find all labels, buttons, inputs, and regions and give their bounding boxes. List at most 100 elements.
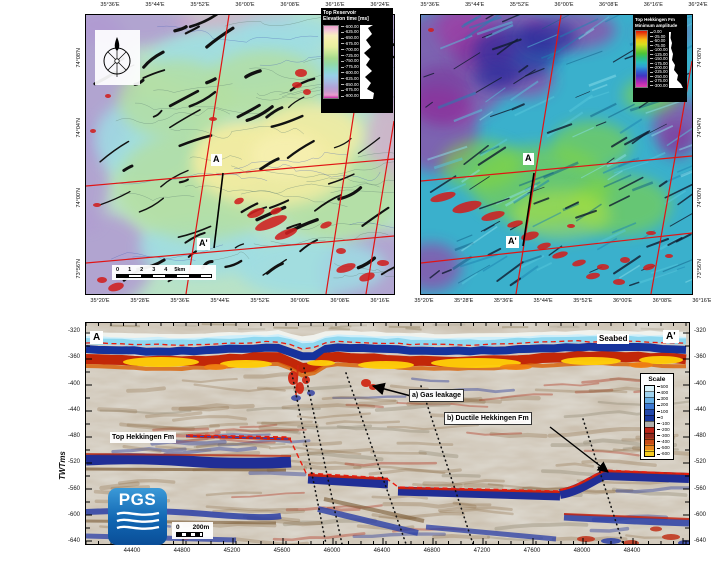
colorbar-tick-label: -650.00 [341,35,359,40]
scalebar-unit: 5km [174,267,186,273]
ductile-hekkingen-label: b) Ductile Hekkingen Fm [444,412,532,426]
scale-tick-label: 500 [657,384,670,390]
colorbar-tick-label: 0.00 [650,30,668,34]
pgs-logo: PGS [108,488,167,545]
latitude-label: 74°00'N [76,188,82,208]
colorbar-tick-label: -300.00 [650,83,668,88]
twt-tick-label: -400 [694,380,707,387]
map-left-bottom-axis: 35°20'E 35°28'E 35°36'E 35°44'E 35°52'E 36°00… [86,298,394,304]
colorbar-tick-label: -750.00 [341,59,359,63]
longitude-label: 36°08'E [599,2,619,8]
colorbar-tick-label: -775.00 [341,64,359,69]
amplitude-colorbar: Top Hekkingen Fm Minimum amplitude 0.00-… [633,15,687,102]
elevation-map-canvas [86,15,394,294]
longitude-label: 36°16'E [370,298,390,304]
seismic-section-panel [85,322,690,545]
meter-scalebar: 0 200m [172,522,214,539]
colorbar-tick-label: -850.00 [341,82,359,87]
scale-tick-label: -500 [657,446,670,451]
trace-tick-label: 45200 [223,548,241,554]
gas-leakage-label: a) Gas leakage [409,389,465,403]
twt-axis-title: TWTms [58,451,67,480]
longitude-label: 35°44'E [210,298,230,304]
map-right-top-axis: 35°36'E 35°44'E 35°52'E 36°00'E 36°08'E 36°16… [416,2,711,8]
twt-tick-label: -400 [67,380,80,387]
longitude-label: 35°52'E [250,298,270,304]
twt-tick-label: -640 [694,538,707,544]
longitude-label: 36°00'E [290,298,310,304]
twt-axis-right: -320 -360 -400 -440 -480 -520 -560 -600 -640 [694,328,711,544]
scalebar-bar [176,532,203,537]
longitude-label: 36°08'E [652,298,672,304]
longitude-label: 35°20'E [90,298,110,304]
longitude-label: 36°16'E [325,2,345,8]
map-right-bottom-axis: 35°20'E 35°28'E 35°36'E 35°44'E 35°52'E 36°00… [410,298,711,304]
longitude-label: 36°16'E [692,298,711,304]
trace-axis: 44400 44800 45200 45600 46000 46400 46800 47200… [117,548,647,554]
longitude-label: 36°16'E [643,2,663,8]
longitude-label: 35°44'E [465,2,485,8]
section-line-label-a: A [523,153,534,165]
longitude-label: 35°52'E [573,298,593,304]
twt-tick-label: -320 [694,328,707,334]
section-line-label-a-prime: A' [506,236,519,248]
north-arrow-compass [95,30,140,85]
longitude-label: 36°00'E [554,2,574,8]
latitude-label: 74°04'N [697,118,703,138]
colorbar-subtitle: Elevation time [ms] [323,16,369,23]
amplitude-scale-legend: Scale 500 400 300 200 100 0 -100 -200 -300 -400 -5… [640,373,674,460]
longitude-label: 35°28'E [454,298,474,304]
longitude-label: 35°44'E [145,2,165,8]
longitude-label: 35°28'E [130,298,150,304]
scalebar-zero: 0 [176,524,180,531]
scalebar-number: 0 [116,267,120,273]
twt-tick-label: -600 [694,511,707,518]
trace-tick-label: 48400 [623,548,641,554]
twt-tick-label: -360 [694,354,707,361]
colorbar-tick-label: -700.00 [341,47,359,52]
latitude-label: 74°08'N [697,48,703,68]
elevation-colorbar: Top Reservoir Elevation time [ms] -600.0… [321,8,393,113]
colorbar-tick-label: -225.00 [650,70,668,74]
colorbar-title: Top Reservoir [323,10,357,16]
colorbar-gradient [635,30,648,89]
longitude-label: 35°36'E [100,2,120,8]
scale-tick-label: 400 [657,391,670,396]
colorbar-tick-label: -625.00 [341,30,359,34]
twt-tick-label: -560 [67,485,80,492]
scalebar-end: 200m [192,524,210,531]
compass-icon [103,37,131,77]
twt-tick-label: -480 [67,433,80,439]
section-end-label: A' [663,330,679,343]
twt-tick-label: -320 [67,328,80,334]
map-right-lat-axis: 74°08'N 74°04'N 74°00'N 73°56'N [695,48,705,278]
twt-tick-label: -560 [694,485,707,492]
twt-tick-label: -480 [694,433,707,439]
twt-tick-label: -640 [67,538,80,544]
longitude-label: 36°08'E [280,2,300,8]
longitude-label: 36°00'E [612,298,633,304]
scalebar-number: 1 [128,267,132,273]
scale-tick-label: -200 [657,427,670,433]
pgs-logo-text: PGS [118,490,157,509]
colorbar-subtitle: Minimum amplitude [635,22,678,28]
scalebar-bar [116,274,212,278]
latitude-label: 74°04'N [76,118,82,138]
scale-tick-label: -100 [657,421,670,427]
trace-tick-label: 46000 [323,548,341,554]
trace-tick-label: 47600 [523,548,541,554]
colorbar-tick-label: -175.00 [650,61,668,66]
latitude-label: 73°56'N [697,258,703,278]
longitude-label: 36°00'E [235,2,255,8]
map-left-top-axis: 35°36'E 35°44'E 35°52'E 36°00'E 36°08'E 36°16… [96,2,394,8]
trace-tick-label: 47200 [473,548,491,554]
seabed-label: Seabed [597,334,630,345]
km-scalebar-numbers: 0 1 2 3 4 5km [116,267,212,273]
longitude-label: 35°44'E [533,298,553,304]
longitude-label: 36°08'E [330,298,350,304]
colorbar-tick-label: -275.00 [650,79,668,83]
longitude-label: 36°24'E [370,2,390,8]
map-left-lat-axis: 74°08'N 74°04'N 74°00'N 73°56'N [74,48,84,278]
scale-tick-label: 0 [657,415,670,421]
